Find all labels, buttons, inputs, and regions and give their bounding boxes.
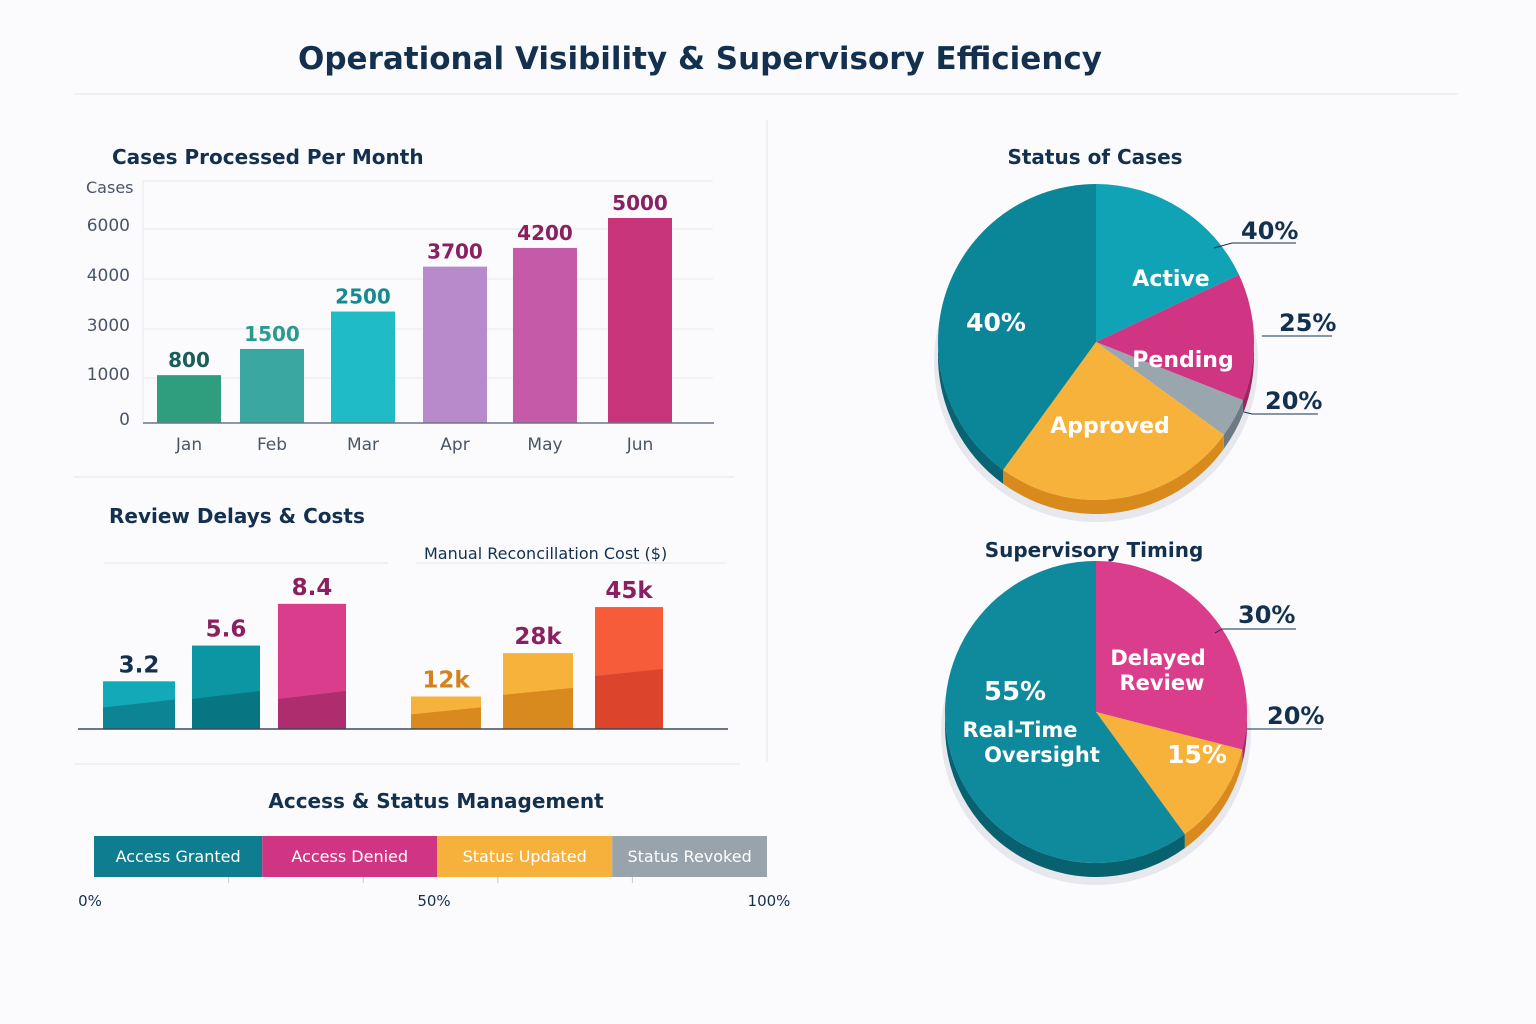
callout-label: 30% (1238, 601, 1295, 629)
slice-label: Review (1120, 671, 1205, 695)
pie-slice (1003, 342, 1224, 500)
callout-line (1243, 411, 1318, 415)
callout-line (1214, 628, 1296, 634)
slice-label: Oversight (984, 743, 1100, 767)
timing-labels: Delayed Review 55% Real-Time Oversight 1… (962, 601, 1324, 769)
slice-label: Active (1132, 267, 1209, 292)
status-callouts: 40% 25% 20% (1213, 217, 1336, 415)
segment-access-granted (94, 836, 263, 877)
y-tick-label: 4000 (87, 266, 130, 286)
slice-label: Delayed (1110, 646, 1205, 670)
bar-shade (103, 699, 175, 729)
pie-slice (1096, 342, 1243, 435)
cases-y-label: Cases (86, 178, 134, 197)
bar-shade (595, 669, 663, 729)
callout-label: 25% (1279, 309, 1336, 337)
callout-label: 20% (1267, 702, 1324, 730)
pie-slice (944, 561, 1185, 864)
data-label: 3700 (427, 240, 483, 264)
bar-shade (503, 687, 573, 729)
x-tick-label: Mar (347, 435, 379, 455)
cost-subtitle: Manual Reconcillation Cost ($) (424, 544, 667, 563)
bar-may (513, 247, 577, 423)
pie-slice-side (1184, 749, 1243, 849)
pie-slice (1096, 184, 1239, 342)
bar-shade (278, 691, 346, 729)
data-label: 3.2 (119, 652, 160, 678)
slice-label: Pending (1132, 348, 1233, 373)
data-label: 800 (168, 348, 210, 372)
data-label: 1500 (244, 322, 300, 346)
segment-label: Status Revoked (627, 847, 751, 866)
segment-status-revoked (612, 836, 767, 877)
pie-slice-side (1242, 712, 1247, 764)
page-title: Operational Visibility & Supervisory Eff… (298, 41, 1102, 77)
y-tick-label: 1000 (87, 365, 130, 385)
timing-chart-title: Supervisory Timing (985, 538, 1204, 562)
y-tick-label: 6000 (87, 216, 130, 236)
pie-slice-side (945, 712, 1185, 878)
bar-apr (423, 266, 487, 423)
pie-slice (938, 184, 1096, 470)
x-tick-label: Jan (175, 435, 202, 455)
callout-label: 20% (1265, 387, 1322, 415)
segment-label: Status Updated (463, 847, 587, 866)
callout-label: 40% (1241, 217, 1298, 245)
data-label: 12k (422, 667, 470, 693)
pie-slice-side (1242, 342, 1254, 415)
bar-mar (331, 311, 395, 423)
slice-label: 15% (1167, 740, 1227, 769)
data-label: 8.4 (292, 575, 333, 601)
x-tick-label: 50% (417, 892, 450, 910)
x-tick-label: 100% (748, 892, 791, 910)
pie-slice (1096, 712, 1243, 835)
cases-chart-title: Cases Processed Per Month (112, 145, 424, 169)
slice-label: 55% (984, 677, 1046, 707)
bar-shade (411, 707, 481, 729)
pie-slice (1096, 274, 1255, 401)
pie-slice-side (1003, 434, 1224, 515)
x-tick-label: Apr (440, 435, 469, 455)
segment-label: Access Denied (291, 847, 408, 866)
status-chart-title: Status of Cases (1007, 145, 1182, 169)
delays-chart-title: Review Delays & Costs (109, 504, 365, 528)
pie-slice (1096, 561, 1247, 750)
data-label: 2500 (335, 285, 391, 309)
y-tick-label: 0 (119, 410, 130, 430)
x-tick-label: 0% (78, 892, 102, 910)
bar-shade (192, 691, 260, 729)
slice-label: Real-Time (962, 718, 1077, 742)
data-label: 45k (605, 578, 653, 604)
access-chart-title: Access & Status Management (268, 789, 604, 813)
bar-jan (157, 375, 221, 423)
data-label: 28k (514, 624, 562, 650)
segment-label: Access Granted (116, 847, 241, 866)
x-tick-label: Feb (257, 435, 287, 455)
data-label: 4200 (517, 221, 573, 245)
segment-status-updated (437, 836, 613, 877)
data-label: 5.6 (206, 617, 247, 643)
data-label: 5000 (612, 191, 668, 215)
bar-jun (608, 218, 672, 423)
slice-label: 40% (966, 308, 1026, 337)
x-tick-label: Jun (626, 435, 654, 455)
pie-slice-side (938, 342, 1004, 484)
pie-slice-side (1223, 400, 1243, 449)
x-tick-label: May (527, 435, 562, 455)
y-tick-label: 3000 (87, 316, 130, 336)
bar-feb (240, 348, 304, 423)
slice-label: Approved (1050, 414, 1170, 439)
segment-access-denied (262, 836, 438, 877)
callout-line (1213, 242, 1296, 249)
